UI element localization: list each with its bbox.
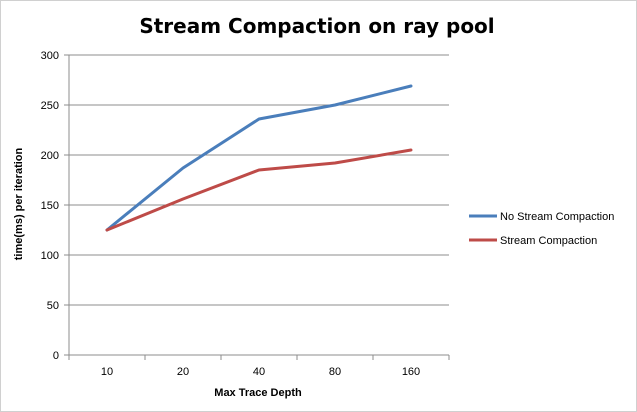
series-lines	[105, 84, 413, 232]
x-tick-label: 10	[101, 366, 113, 378]
gridlines	[69, 54, 449, 306]
y-tick-label: 300	[41, 50, 59, 62]
y-tick-label: 100	[41, 250, 59, 262]
legend-label: No Stream Compaction	[500, 211, 614, 223]
y-tick-label: 50	[47, 300, 59, 312]
x-axis-label: Max Trace Depth	[214, 387, 302, 399]
axes: 0 50 100 150 200 250 300 10 20 40 80 160	[41, 50, 450, 378]
y-tick-label: 150	[41, 200, 59, 212]
chart-title: Stream Compaction on ray pool	[139, 14, 494, 38]
legend-label: Stream Compaction	[500, 235, 597, 247]
y-tick-label: 250	[41, 100, 59, 112]
series-line-no-stream-compaction	[105, 84, 413, 232]
y-tick-label: 0	[53, 350, 59, 362]
x-tick-label: 160	[402, 366, 420, 378]
y-axis-label: time(ms) per iteration	[13, 147, 25, 260]
legend: No Stream Compaction Stream Compaction	[469, 211, 614, 247]
x-tick-label: 20	[177, 366, 189, 378]
series-line-stream-compaction	[105, 148, 413, 232]
x-tick-label: 80	[329, 366, 341, 378]
y-tick-label: 200	[41, 150, 59, 162]
x-tick-label: 40	[253, 366, 265, 378]
